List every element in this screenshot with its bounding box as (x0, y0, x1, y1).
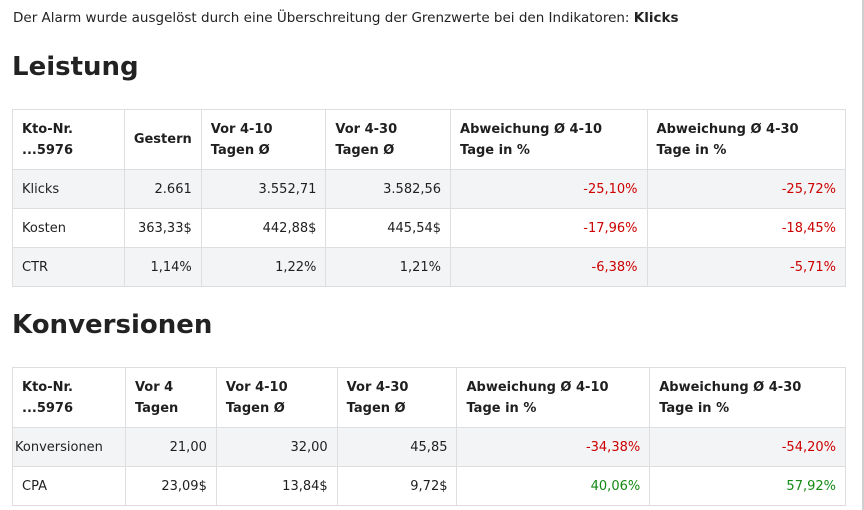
cell-value: 1,21% (325, 247, 452, 287)
cell-deviation: 57,92% (649, 466, 846, 506)
column-header-dev-4-10: Abweichung Ø 4-10 Tage in % (450, 109, 648, 170)
table-row: CPA 23,09$ 13,84$ 9,72$ 40,06% 57,92% (12, 466, 846, 506)
column-header-account: Kto-Nr. ...5976 (12, 367, 126, 428)
cell-value: 363,33$ (123, 208, 202, 248)
row-label: Kosten (12, 208, 125, 248)
cell-value: 3.552,71 (200, 169, 327, 209)
cell-value: 45,85 (336, 427, 458, 467)
alert-text: Der Alarm wurde ausgelöst durch eine Übe… (13, 10, 630, 26)
alert-indicator: Klicks (633, 10, 679, 26)
right-border (862, 0, 864, 510)
cell-deviation: -18,45% (646, 208, 847, 248)
table-row: Konversionen 21,00 32,00 45,85 -34,38% -… (12, 427, 846, 467)
cell-value: 13,84$ (215, 466, 338, 506)
column-header-4-days-ago: Vor 4 Tagen (124, 367, 217, 428)
conversions-table: Kto-Nr. ...5976 Vor 4 Tagen Vor 4-10 Tag… (12, 367, 846, 506)
column-header-dev-4-30: Abweichung Ø 4-30 Tage in % (649, 367, 846, 428)
table-header-row: Kto-Nr. ...5976 Gestern Vor 4-10 Tagen Ø… (12, 109, 847, 170)
cell-value: 3.582,56 (325, 169, 452, 209)
table-row: CTR 1,14% 1,22% 1,21% -6,38% -5,71% (12, 247, 847, 287)
column-header-dev-4-10: Abweichung Ø 4-10 Tage in % (456, 367, 651, 428)
cell-deviation: -54,20% (649, 427, 846, 467)
table-row: Kosten 363,33$ 442,88$ 445,54$ -17,96% -… (12, 208, 847, 248)
cell-deviation: -25,10% (450, 169, 648, 209)
cell-deviation: -5,71% (646, 247, 847, 287)
column-header-avg-4-10: Vor 4-10 Tagen Ø (200, 109, 327, 170)
conversions-title: Konversionen (12, 310, 213, 340)
cell-value: 1,14% (123, 247, 202, 287)
table-header-row: Kto-Nr. ...5976 Vor 4 Tagen Vor 4-10 Tag… (12, 367, 846, 428)
cell-value: 1,22% (200, 247, 327, 287)
performance-table: Kto-Nr. ...5976 Gestern Vor 4-10 Tagen Ø… (12, 109, 847, 287)
column-header-dev-4-30: Abweichung Ø 4-30 Tage in % (646, 109, 847, 170)
cell-deviation: -17,96% (450, 208, 648, 248)
row-label: CPA (12, 466, 126, 506)
cell-deviation: -25,72% (646, 169, 847, 209)
row-label: Konversionen (12, 427, 126, 467)
column-header-avg-4-30: Vor 4-30 Tagen Ø (325, 109, 452, 170)
row-label: CTR (12, 247, 125, 287)
row-label: Klicks (12, 169, 125, 209)
column-header-avg-4-10: Vor 4-10 Tagen Ø (215, 367, 338, 428)
cell-value: 442,88$ (200, 208, 327, 248)
cell-value: 23,09$ (124, 466, 217, 506)
column-header-avg-4-30: Vor 4-30 Tagen Ø (336, 367, 458, 428)
cell-value: 9,72$ (336, 466, 458, 506)
cell-deviation: -6,38% (450, 247, 648, 287)
cell-deviation: -34,38% (456, 427, 651, 467)
column-header-yesterday: Gestern (123, 109, 202, 170)
alert-message: Der Alarm wurde ausgelöst durch eine Übe… (13, 10, 679, 26)
cell-value: 2.661 (123, 169, 202, 209)
table-row: Klicks 2.661 3.552,71 3.582,56 -25,10% -… (12, 169, 847, 209)
cell-value: 445,54$ (325, 208, 452, 248)
column-header-account: Kto-Nr. ...5976 (12, 109, 125, 170)
cell-value: 21,00 (124, 427, 217, 467)
cell-value: 32,00 (215, 427, 338, 467)
performance-title: Leistung (12, 52, 139, 82)
cell-deviation: 40,06% (456, 466, 651, 506)
